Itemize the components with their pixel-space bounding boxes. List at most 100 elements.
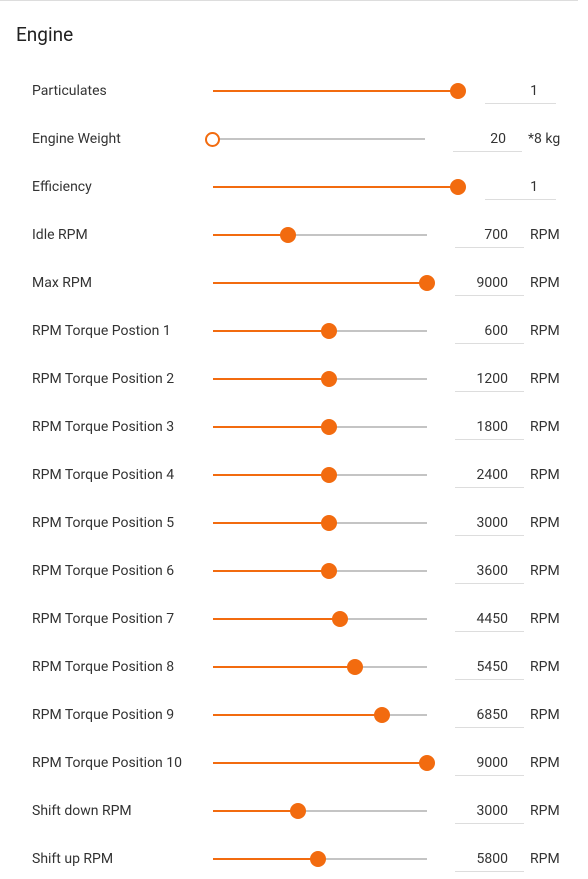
slider-fill — [213, 426, 329, 428]
value-input[interactable]: 1 — [485, 175, 556, 200]
unit-label: *8 kg — [528, 131, 561, 147]
slider-fill — [213, 858, 318, 860]
unit-label: RPM — [530, 371, 560, 387]
setting-label: Idle RPM — [32, 227, 88, 243]
value-input[interactable]: 1800 — [455, 415, 524, 440]
slider-thumb[interactable] — [419, 755, 435, 771]
setting-label: RPM Torque Position 9 — [32, 707, 175, 723]
slider-thumb[interactable] — [419, 275, 435, 291]
unit-label: RPM — [530, 851, 560, 867]
setting-label: RPM Torque Postion 1 — [32, 323, 171, 339]
slider-thumb[interactable] — [205, 132, 220, 147]
setting-label: RPM Torque Position 6 — [32, 563, 175, 579]
slider-thumb[interactable] — [290, 803, 306, 819]
slider-thumb[interactable] — [374, 707, 390, 723]
slider-thumb[interactable] — [321, 467, 337, 483]
slider-track[interactable] — [213, 138, 425, 140]
value-input[interactable]: 2400 — [455, 463, 524, 488]
setting-label: Max RPM — [32, 275, 92, 291]
value-input[interactable]: 9000 — [455, 751, 524, 776]
value-input[interactable]: 1200 — [455, 367, 524, 392]
unit-label: RPM — [530, 323, 560, 339]
slider-track[interactable] — [213, 810, 427, 812]
unit-label: RPM — [530, 419, 560, 435]
setting-label: Engine Weight — [32, 131, 121, 147]
slider-fill — [213, 522, 329, 524]
setting-row: RPM Torque Position 7 4450 RPM — [0, 611, 588, 667]
slider-fill — [213, 810, 298, 812]
setting-row: RPM Torque Position 10 9000 RPM — [0, 755, 588, 811]
setting-row: Efficiency 1 — [0, 179, 588, 235]
unit-label: RPM — [530, 515, 560, 531]
value-input[interactable]: 3000 — [455, 511, 524, 536]
value-input[interactable]: 5800 — [455, 847, 524, 872]
slider-fill — [213, 234, 288, 236]
setting-row: RPM Torque Position 6 3600 RPM — [0, 563, 588, 619]
slider-thumb[interactable] — [280, 227, 296, 243]
slider-fill — [213, 474, 329, 476]
setting-label: Shift down RPM — [32, 803, 132, 819]
setting-row: RPM Torque Position 9 6850 RPM — [0, 707, 588, 763]
value-input[interactable]: 5450 — [455, 655, 524, 680]
setting-row: Particulates 1 — [0, 83, 588, 139]
setting-row: RPM Torque Position 4 2400 RPM — [0, 467, 588, 523]
unit-label: RPM — [530, 467, 560, 483]
unit-label: RPM — [530, 227, 560, 243]
slider-fill — [213, 90, 458, 92]
setting-label: Shift up RPM — [32, 851, 114, 867]
setting-label: RPM Torque Position 2 — [32, 371, 175, 387]
value-input[interactable]: 9000 — [455, 271, 524, 296]
value-input[interactable]: 600 — [455, 319, 524, 344]
value-input[interactable]: 3000 — [455, 799, 524, 824]
unit-label: RPM — [530, 755, 560, 771]
slider-fill — [213, 618, 340, 620]
setting-row: RPM Torque Position 2 1200 RPM — [0, 371, 588, 427]
setting-row: Idle RPM 700 RPM — [0, 227, 588, 283]
value-input[interactable]: 1 — [485, 79, 556, 104]
slider-fill — [213, 666, 355, 668]
slider-fill — [213, 330, 329, 332]
slider-thumb[interactable] — [332, 611, 348, 627]
setting-label: RPM Torque Position 5 — [32, 515, 175, 531]
divider — [0, 0, 578, 1]
setting-row: Engine Weight 20 *8 kg — [0, 131, 588, 187]
unit-label: RPM — [530, 563, 560, 579]
setting-row: RPM Torque Position 8 5450 RPM — [0, 659, 588, 715]
setting-label: RPM Torque Position 3 — [32, 419, 175, 435]
value-input[interactable]: 20 — [453, 127, 522, 152]
slider-thumb[interactable] — [310, 851, 326, 867]
setting-row: RPM Torque Position 3 1800 RPM — [0, 419, 588, 475]
unit-label: RPM — [530, 803, 560, 819]
setting-row: Shift down RPM 3000 RPM — [0, 803, 588, 859]
value-input[interactable]: 6850 — [455, 703, 524, 728]
value-input[interactable]: 3600 — [455, 559, 524, 584]
setting-label: RPM Torque Position 10 — [32, 755, 182, 771]
slider-thumb[interactable] — [321, 515, 337, 531]
value-input[interactable]: 700 — [455, 223, 524, 248]
slider-thumb[interactable] — [450, 83, 466, 99]
slider-thumb[interactable] — [321, 563, 337, 579]
setting-label: RPM Torque Position 4 — [32, 467, 175, 483]
setting-row: Shift up RPM 5800 RPM — [0, 851, 588, 879]
section-title: Engine — [16, 23, 74, 46]
setting-row: Max RPM 9000 RPM — [0, 275, 588, 331]
value-input[interactable]: 4450 — [455, 607, 524, 632]
unit-label: RPM — [530, 707, 560, 723]
setting-label: Efficiency — [32, 179, 92, 195]
slider-fill — [213, 714, 382, 716]
unit-label: RPM — [530, 611, 560, 627]
slider-thumb[interactable] — [321, 371, 337, 387]
slider-thumb[interactable] — [450, 179, 466, 195]
setting-label: RPM Torque Position 7 — [32, 611, 175, 627]
slider-thumb[interactable] — [321, 323, 337, 339]
slider-fill — [213, 186, 458, 188]
slider-fill — [213, 282, 427, 284]
slider-thumb[interactable] — [347, 659, 363, 675]
slider-fill — [213, 570, 329, 572]
unit-label: RPM — [530, 659, 560, 675]
slider-thumb[interactable] — [321, 419, 337, 435]
setting-row: RPM Torque Postion 1 600 RPM — [0, 323, 588, 379]
slider-track[interactable] — [213, 234, 427, 236]
slider-fill — [213, 378, 329, 380]
